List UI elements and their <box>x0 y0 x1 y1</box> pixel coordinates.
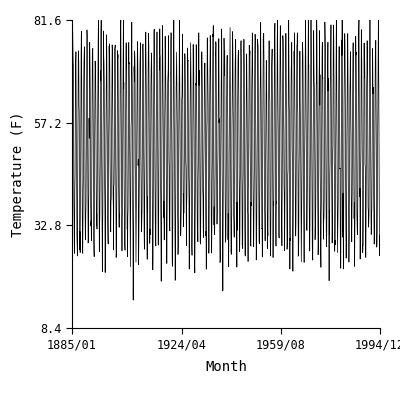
Y-axis label: Temperature (F): Temperature (F) <box>11 111 25 237</box>
X-axis label: Month: Month <box>205 360 247 374</box>
